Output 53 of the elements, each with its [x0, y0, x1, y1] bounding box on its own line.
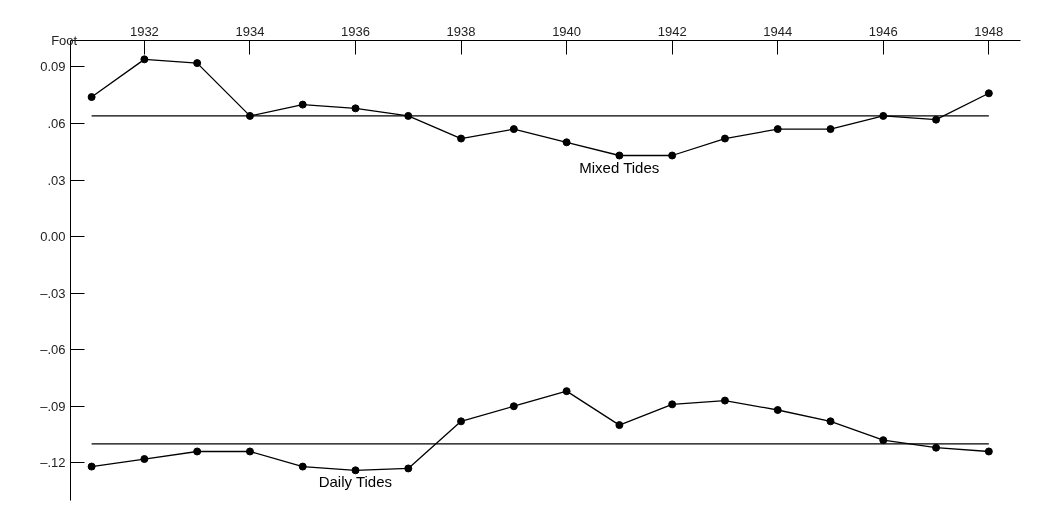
point [87, 462, 96, 471]
point [87, 93, 96, 102]
point [193, 59, 202, 68]
y-axis-title: Foot [51, 33, 78, 48]
point [720, 396, 729, 405]
point [457, 134, 466, 143]
point [879, 436, 888, 445]
point [509, 402, 518, 411]
y-tick-label: –.03 [40, 285, 66, 301]
point [668, 400, 677, 409]
point [562, 387, 571, 396]
point [668, 151, 677, 160]
y-tick-label: 0.09 [40, 59, 66, 75]
point [932, 443, 941, 452]
x-tick-label: 1938 [446, 23, 476, 39]
x-tick-label: 1934 [235, 23, 265, 39]
point [826, 417, 835, 426]
point [298, 100, 307, 109]
y-tick-label: –.09 [40, 398, 66, 414]
point [562, 138, 571, 147]
point [404, 464, 413, 473]
x-tick-label: 1946 [868, 23, 898, 39]
point [720, 134, 729, 143]
series-label: Mixed Tides [579, 158, 660, 176]
point [984, 447, 993, 456]
x-tick-label: 1948 [974, 23, 1004, 39]
point [351, 466, 360, 475]
point [615, 151, 624, 160]
point [773, 125, 782, 134]
y-tick-label: .06 [47, 115, 66, 131]
point [245, 447, 254, 456]
point [140, 55, 149, 64]
point [826, 125, 835, 134]
x-tick-label: 1936 [341, 23, 370, 39]
point [984, 89, 993, 98]
y-tick-label: 0.00 [40, 229, 66, 245]
point [773, 406, 782, 414]
point [457, 417, 466, 426]
x-tick-label: 1942 [657, 23, 687, 39]
series-label: Daily Tides [318, 473, 393, 491]
point [932, 115, 941, 124]
point [615, 421, 624, 430]
y-tick-label: .03 [47, 172, 66, 188]
point [193, 447, 202, 456]
x-tick-label: 1932 [129, 23, 159, 39]
x-tick-label: 1944 [763, 23, 793, 39]
y-tick-label: –.12 [40, 455, 66, 471]
point [351, 104, 360, 113]
point [140, 455, 149, 464]
x-tick-label: 1940 [552, 23, 582, 39]
point [298, 462, 307, 471]
point [509, 125, 518, 134]
y-tick-label: –.06 [40, 342, 66, 358]
